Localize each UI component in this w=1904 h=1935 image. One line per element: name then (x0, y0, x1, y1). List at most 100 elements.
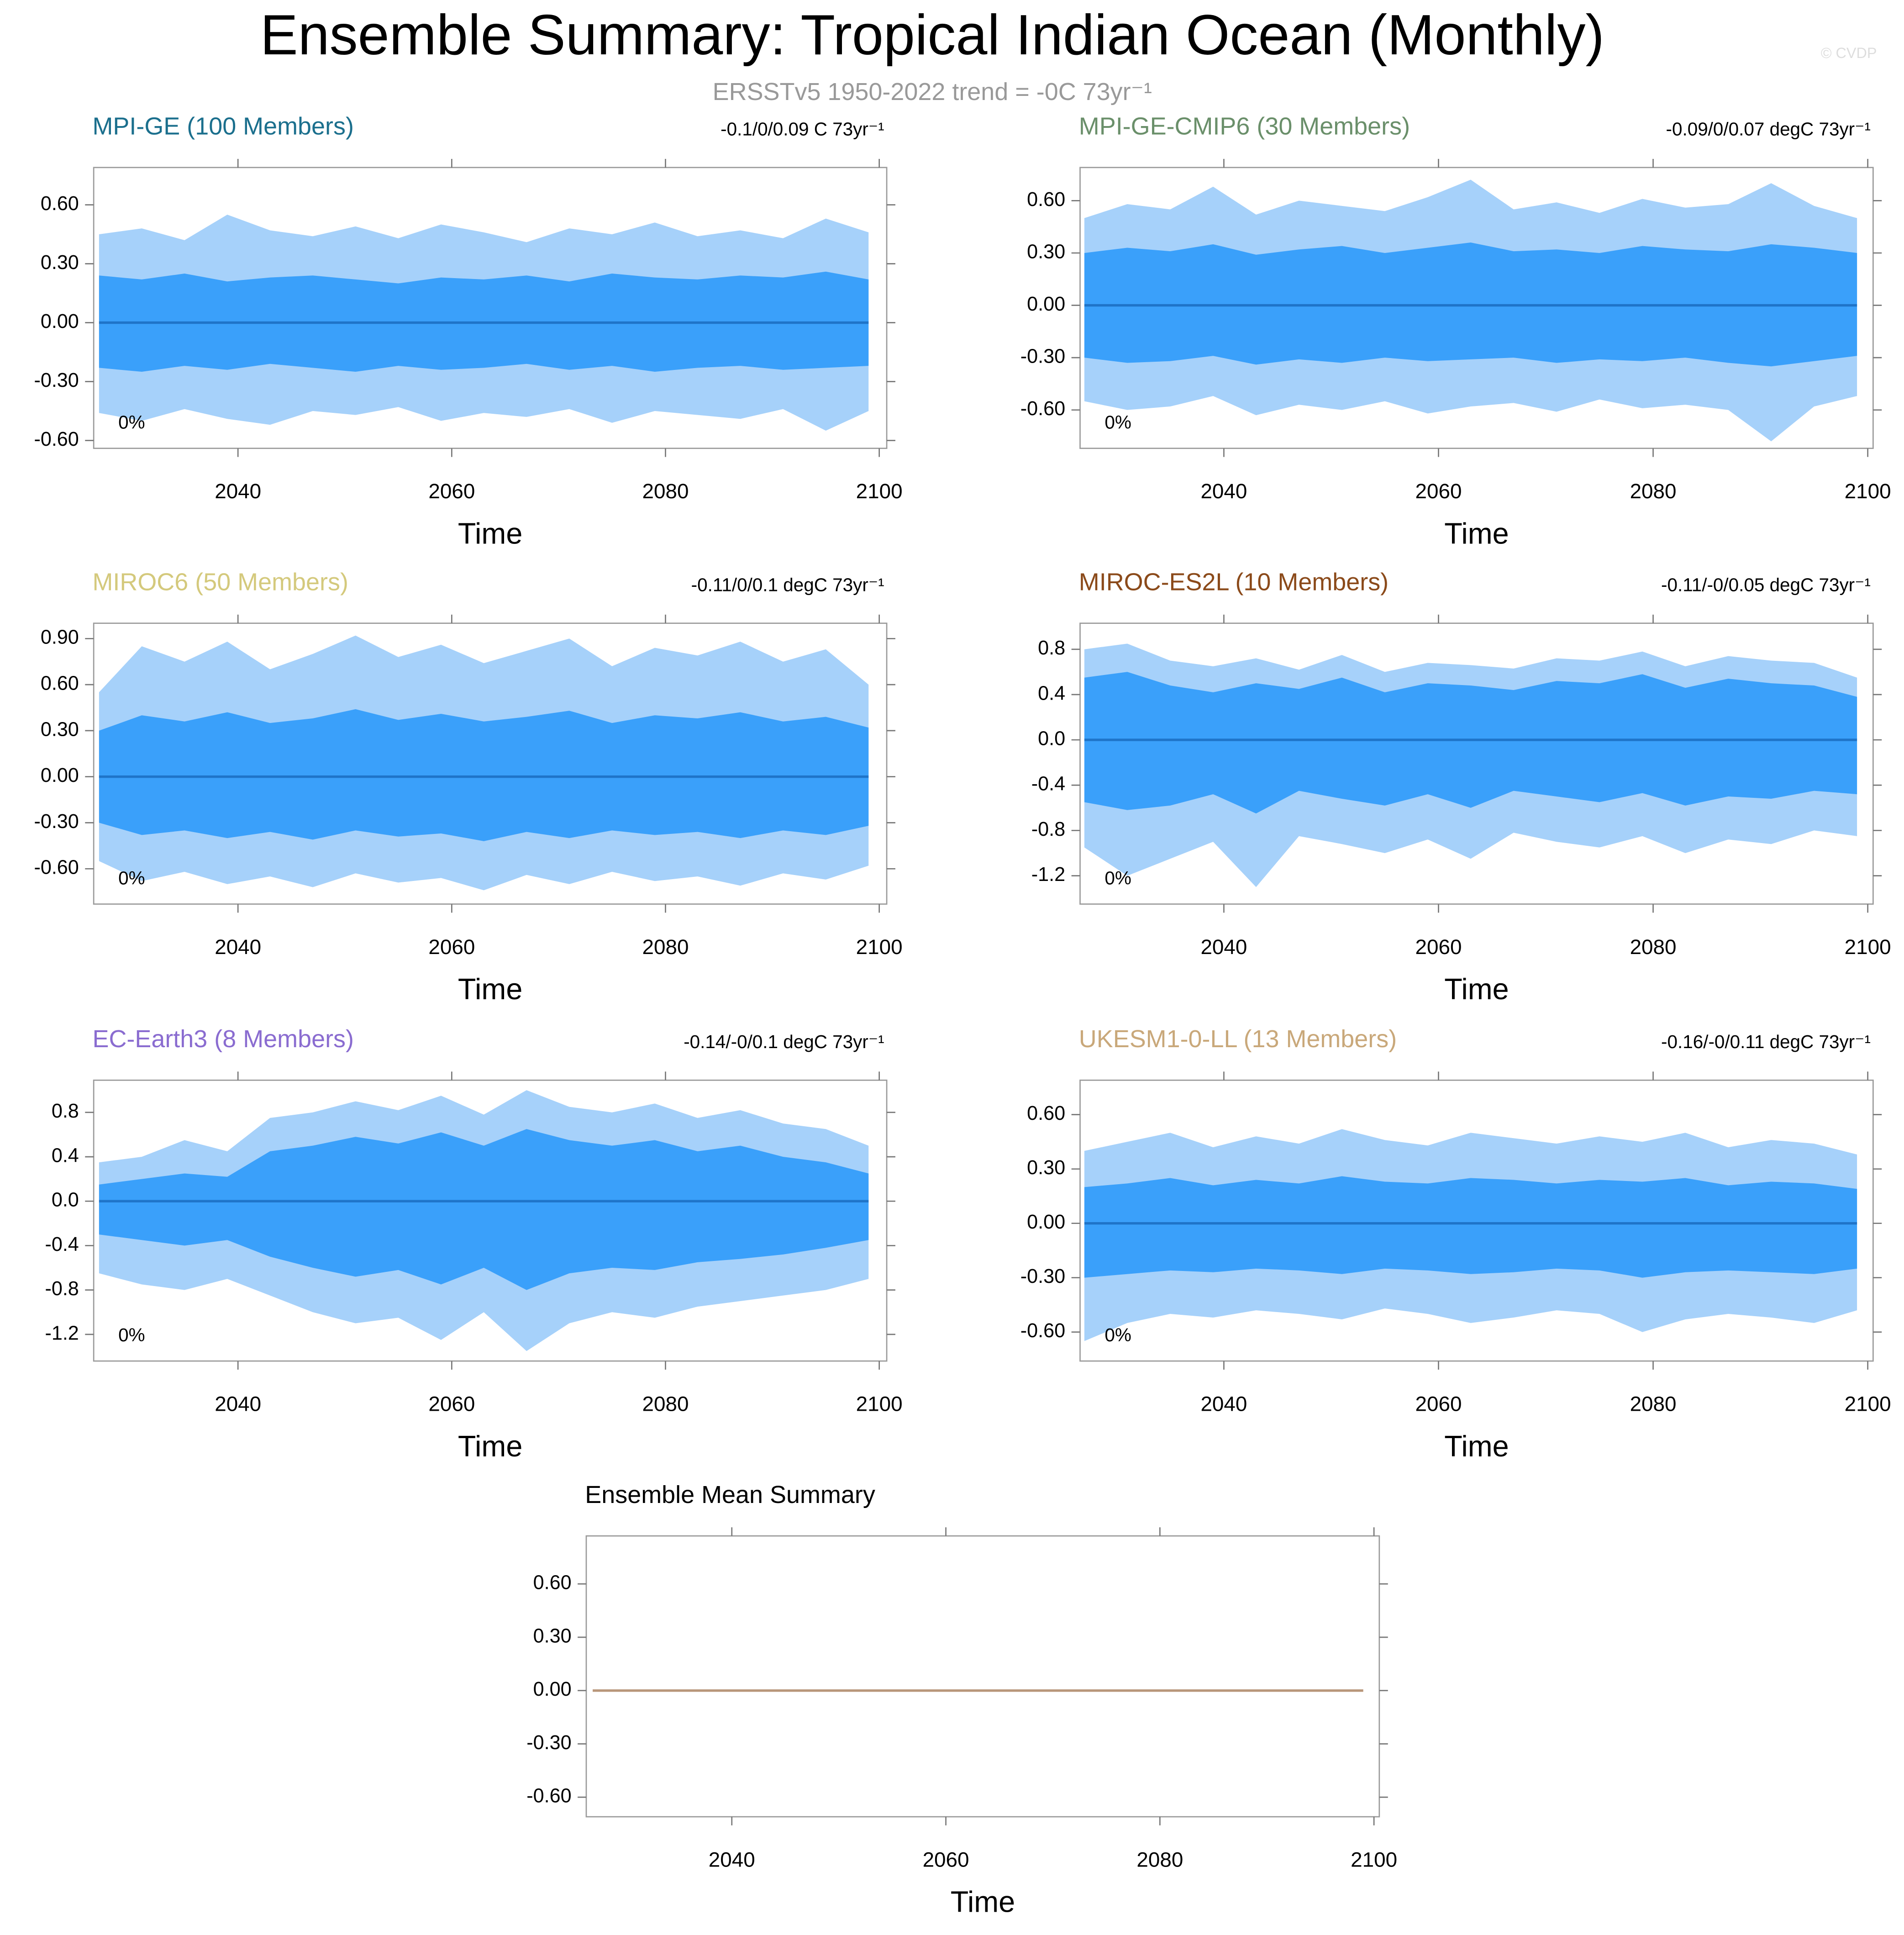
y-tick-label: -0.30 (34, 369, 79, 391)
y-tick-label: 0.60 (41, 193, 79, 215)
x-tick-label: 2080 (642, 935, 689, 959)
x-axis-label: Time (458, 1429, 522, 1463)
x-axis-label: Time (458, 972, 522, 1006)
y-tick-label: -0.30 (526, 1732, 571, 1754)
y-tick-label: 0.00 (41, 311, 79, 332)
y-tick-label: 0.30 (41, 252, 79, 274)
y-tick-label: -0.60 (526, 1785, 571, 1807)
y-tick-label: -0.8 (1031, 818, 1065, 840)
x-tick-label: 2060 (428, 480, 475, 503)
x-tick-label: 2100 (856, 1392, 903, 1415)
panel: 0.8 0.4 0.0 -0.4 -0.8 -1.2 2040 2060 2080 2100 Tim… (1031, 569, 1891, 1006)
percent-label: 0% (118, 411, 145, 432)
x-tick-label: 2100 (856, 480, 903, 503)
plot-area (1084, 179, 1857, 442)
plot-frame (585, 1535, 1380, 1818)
y-tick-label: 0.60 (1027, 189, 1065, 211)
band (99, 1129, 869, 1290)
x-tick-label: 2080 (1630, 935, 1677, 959)
y-tick-label: -0.60 (1020, 1320, 1065, 1342)
y-tick-label: 0.0 (52, 1189, 79, 1211)
plot-frame (93, 167, 888, 449)
y-tick-label: 0.00 (1027, 1211, 1065, 1233)
panel: 0.8 0.4 0.0 -0.4 -0.8 -1.2 2040 2060 2080 2100 Tim… (45, 1025, 902, 1463)
y-tick-label: -0.30 (34, 811, 79, 833)
y-tick-label: 0.30 (533, 1625, 572, 1647)
x-tick-label: 2060 (1415, 1392, 1462, 1415)
y-tick-label: 0.8 (1038, 637, 1065, 659)
trend-label: -0.11/-0/0.05 degC 73yr⁻¹ (1661, 574, 1871, 595)
x-axis-label: Time (1444, 1429, 1509, 1463)
x-tick-label: 2040 (215, 1392, 261, 1415)
percent-label: 0% (118, 1324, 145, 1345)
x-tick-label: 2080 (642, 1392, 689, 1415)
panel: 0.60 0.30 0.00 -0.30 -0.60 2040 2060 2080 2100 Ti… (1020, 113, 1891, 550)
panel-title: MIROC-ES2L (10 Members) (1079, 569, 1389, 596)
trend-label: -0.11/0/0.1 degC 73yr⁻¹ (691, 574, 884, 595)
trend-label: -0.16/-0/0.11 degC 73yr⁻¹ (1661, 1031, 1871, 1052)
x-tick-label: 2080 (1136, 1848, 1183, 1871)
x-axis-label: Time (1444, 972, 1509, 1006)
panel-title: MPI-GE-CMIP6 (30 Members) (1079, 113, 1410, 140)
x-tick-label: 2040 (215, 935, 261, 959)
trend-label: -0.1/0/0.09 C 73yr⁻¹ (721, 119, 884, 140)
panel-title: MPI-GE (100 Members) (92, 113, 353, 140)
y-tick-label: -0.8 (45, 1278, 79, 1300)
plot-frame (1079, 622, 1874, 905)
panel: 0.60 0.30 0.00 -0.30 -0.60 2040 2060 2080 2100 Ti… (1020, 1025, 1891, 1463)
x-tick-label: 2100 (856, 935, 903, 959)
y-tick-label: 0.30 (1027, 241, 1065, 263)
y-tick-label: 0.4 (52, 1144, 79, 1166)
y-tick-label: 0.8 (52, 1100, 79, 1122)
x-axis-label: Time (1444, 517, 1509, 550)
plot-area (99, 1090, 869, 1351)
y-tick-label: -0.4 (45, 1234, 79, 1255)
x-axis-label: Time (458, 517, 522, 550)
panel: 0.60 0.30 0.00 -0.30 -0.60 2040 2060 2080 2100 Ti… (526, 1481, 1397, 1919)
x-tick-label: 2100 (1351, 1848, 1397, 1871)
figure-subtitle: ERSSTv5 1950-2022 trend = -0C 73yr⁻¹ (713, 78, 1152, 105)
x-tick-label: 2040 (709, 1848, 755, 1871)
y-tick-label: 0.00 (533, 1678, 572, 1700)
percent-label: 0% (1105, 411, 1131, 432)
x-tick-label: 2040 (1200, 935, 1247, 959)
x-tick-label: 2100 (1845, 935, 1891, 959)
panel: 0.60 0.30 0.00 -0.30 -0.60 2040 2060 2080 2100 Ti… (34, 113, 902, 550)
x-tick-label: 2060 (923, 1848, 969, 1871)
x-tick-label: 2060 (428, 935, 475, 959)
x-tick-label: 2040 (215, 480, 261, 503)
x-tick-label: 2060 (1415, 480, 1462, 503)
x-axis-label: Time (951, 1885, 1015, 1919)
panel-title: UKESM1-0-LL (13 Members) (1079, 1025, 1397, 1053)
band (1084, 672, 1857, 814)
figure-title: Ensemble Summary: Tropical Indian Ocean … (260, 4, 1604, 67)
plot-frame (93, 1079, 888, 1362)
x-tick-label: 2060 (1415, 935, 1462, 959)
plot-area (1084, 643, 1857, 887)
y-tick-label: -0.60 (34, 857, 79, 879)
x-tick-label: 2080 (1630, 480, 1677, 503)
panel-title: Ensemble Mean Summary (585, 1481, 875, 1508)
percent-label: 0% (1105, 867, 1131, 888)
y-tick-label: -0.60 (1020, 398, 1065, 420)
x-tick-label: 2100 (1845, 1392, 1891, 1415)
y-tick-label: 0.00 (41, 765, 79, 786)
y-tick-label: 0.90 (41, 627, 79, 649)
band (1084, 1176, 1857, 1278)
y-tick-label: 0.00 (1027, 293, 1065, 315)
plot-area (99, 214, 869, 431)
credit: © CVDP (1821, 45, 1877, 61)
x-tick-label: 2080 (1630, 1392, 1677, 1415)
percent-label: 0% (118, 867, 145, 888)
plot-frame (93, 622, 888, 905)
y-tick-label: 0.0 (1038, 728, 1065, 749)
panel-title: MIROC6 (50 Members) (92, 569, 348, 596)
y-tick-label: -0.60 (34, 428, 79, 450)
y-tick-label: 0.30 (41, 718, 79, 740)
y-tick-label: 0.30 (1027, 1157, 1065, 1179)
trend-label: -0.09/0/0.07 degC 73yr⁻¹ (1666, 119, 1871, 140)
y-tick-label: -0.30 (1020, 1265, 1065, 1287)
x-tick-label: 2080 (642, 480, 689, 503)
